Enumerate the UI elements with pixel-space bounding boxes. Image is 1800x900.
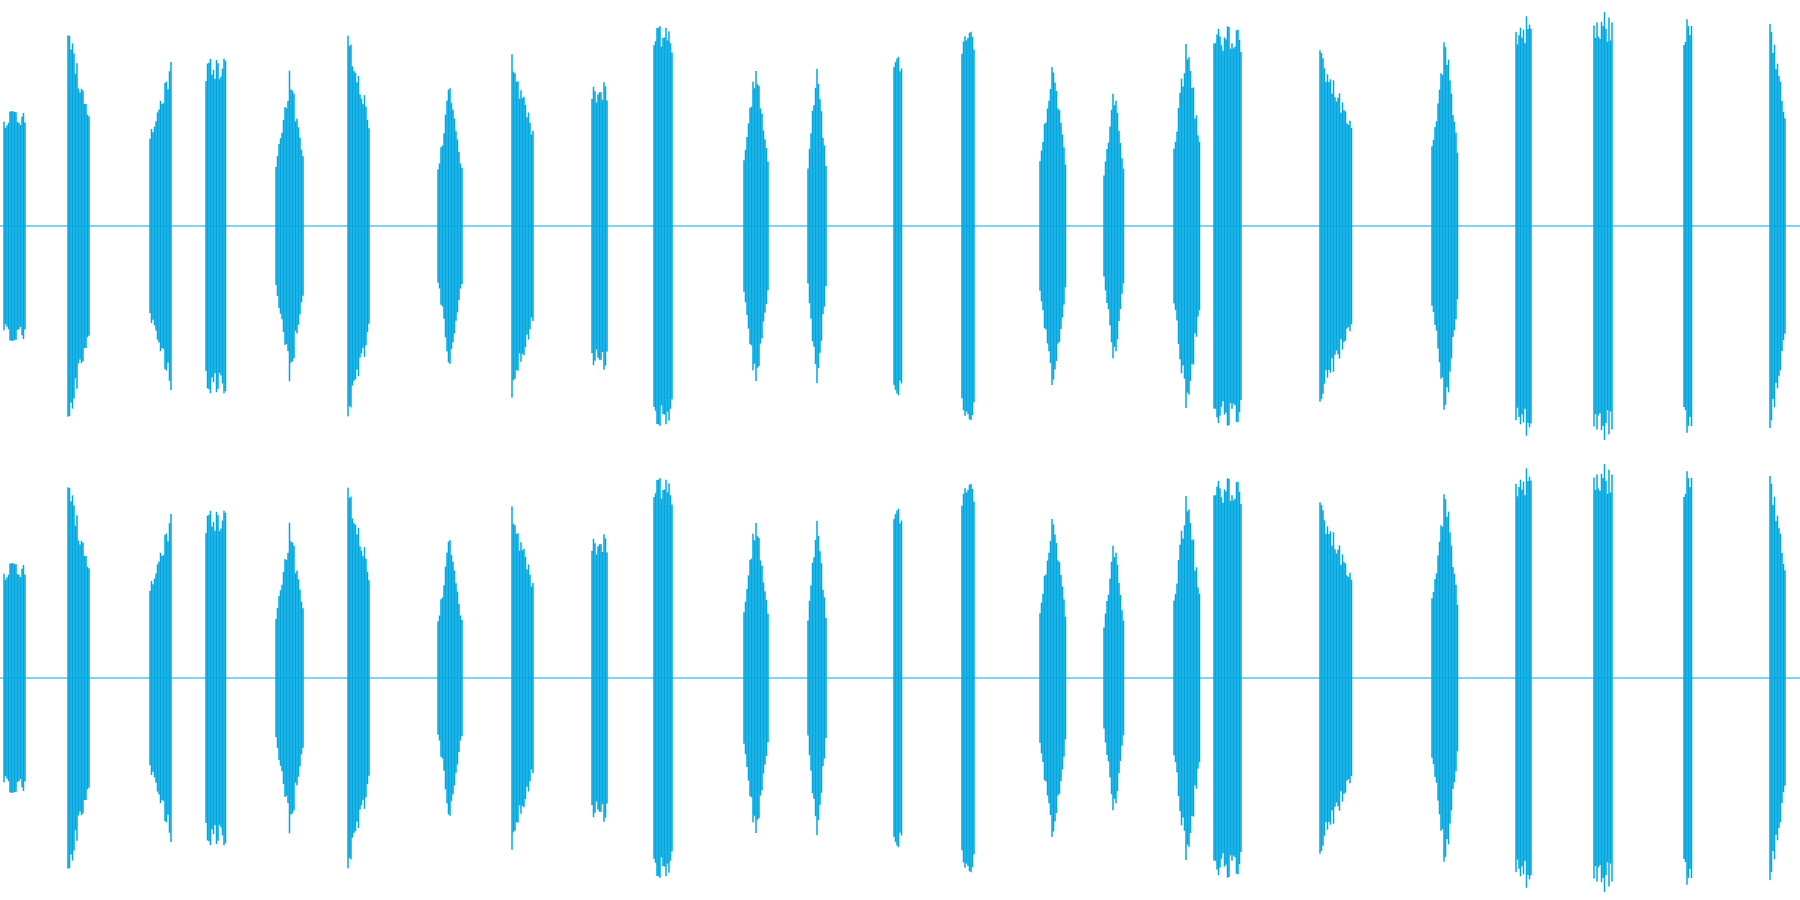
waveform-burst-right-24 bbox=[1769, 475, 1786, 881]
waveform-burst-left-19 bbox=[1319, 50, 1353, 402]
waveform-burst-left-21 bbox=[1515, 16, 1532, 436]
waveform-burst-right-12 bbox=[807, 520, 827, 836]
waveform-burst-left-12 bbox=[807, 68, 827, 384]
waveform-burst-left-17 bbox=[1173, 44, 1201, 408]
waveform-burst-right-2 bbox=[67, 487, 90, 869]
channel-left bbox=[0, 12, 1800, 440]
waveform-burst-left-9 bbox=[591, 82, 608, 370]
waveform-burst-right-17 bbox=[1173, 496, 1201, 860]
waveform-burst-right-13 bbox=[893, 508, 903, 848]
waveform-burst-right-20 bbox=[1431, 494, 1459, 862]
waveform-burst-right-15 bbox=[1039, 519, 1067, 837]
waveform-burst-left-6 bbox=[347, 35, 370, 417]
waveform-burst-left-15 bbox=[1039, 67, 1067, 385]
waveform-burst-right-16 bbox=[1103, 545, 1125, 811]
waveform-burst-right-1 bbox=[3, 563, 26, 793]
waveform-burst-left-5 bbox=[275, 70, 304, 382]
waveform-burst-right-18 bbox=[1213, 478, 1242, 878]
waveform-burst-left-14 bbox=[961, 31, 975, 421]
waveform-burst-right-23 bbox=[1683, 471, 1693, 885]
waveform-burst-left-4 bbox=[205, 58, 227, 394]
waveform-burst-left-7 bbox=[437, 88, 463, 364]
waveform-burst-left-1 bbox=[3, 111, 26, 341]
waveform-burst-right-19 bbox=[1319, 502, 1353, 854]
waveform-burst-left-16 bbox=[1103, 93, 1125, 359]
waveform-burst-right-10 bbox=[653, 478, 673, 878]
waveform-burst-left-3 bbox=[149, 62, 172, 390]
waveform-burst-right-22 bbox=[1593, 464, 1613, 892]
channel-right bbox=[0, 464, 1800, 892]
waveform-burst-right-3 bbox=[149, 514, 172, 842]
waveform-burst-left-2 bbox=[67, 35, 90, 417]
waveform-burst-left-20 bbox=[1431, 42, 1459, 410]
waveform-burst-right-8 bbox=[511, 506, 534, 850]
waveform-burst-right-11 bbox=[743, 523, 769, 833]
waveform-burst-left-22 bbox=[1593, 12, 1613, 440]
waveform-burst-right-7 bbox=[437, 540, 463, 816]
waveform-burst-right-4 bbox=[205, 510, 227, 846]
waveform-burst-left-18 bbox=[1213, 26, 1242, 426]
waveform-burst-right-5 bbox=[275, 522, 304, 834]
waveform-burst-right-6 bbox=[347, 487, 370, 869]
waveform-burst-right-21 bbox=[1515, 468, 1532, 888]
waveform-burst-left-10 bbox=[653, 26, 673, 426]
waveform-burst-right-14 bbox=[961, 483, 975, 873]
waveform-burst-left-11 bbox=[743, 71, 769, 381]
waveform-burst-right-9 bbox=[591, 534, 608, 822]
waveform-burst-left-24 bbox=[1769, 23, 1786, 429]
waveform-burst-left-13 bbox=[893, 56, 903, 396]
waveform-burst-left-23 bbox=[1683, 19, 1693, 433]
waveform-burst-left-8 bbox=[511, 54, 534, 398]
